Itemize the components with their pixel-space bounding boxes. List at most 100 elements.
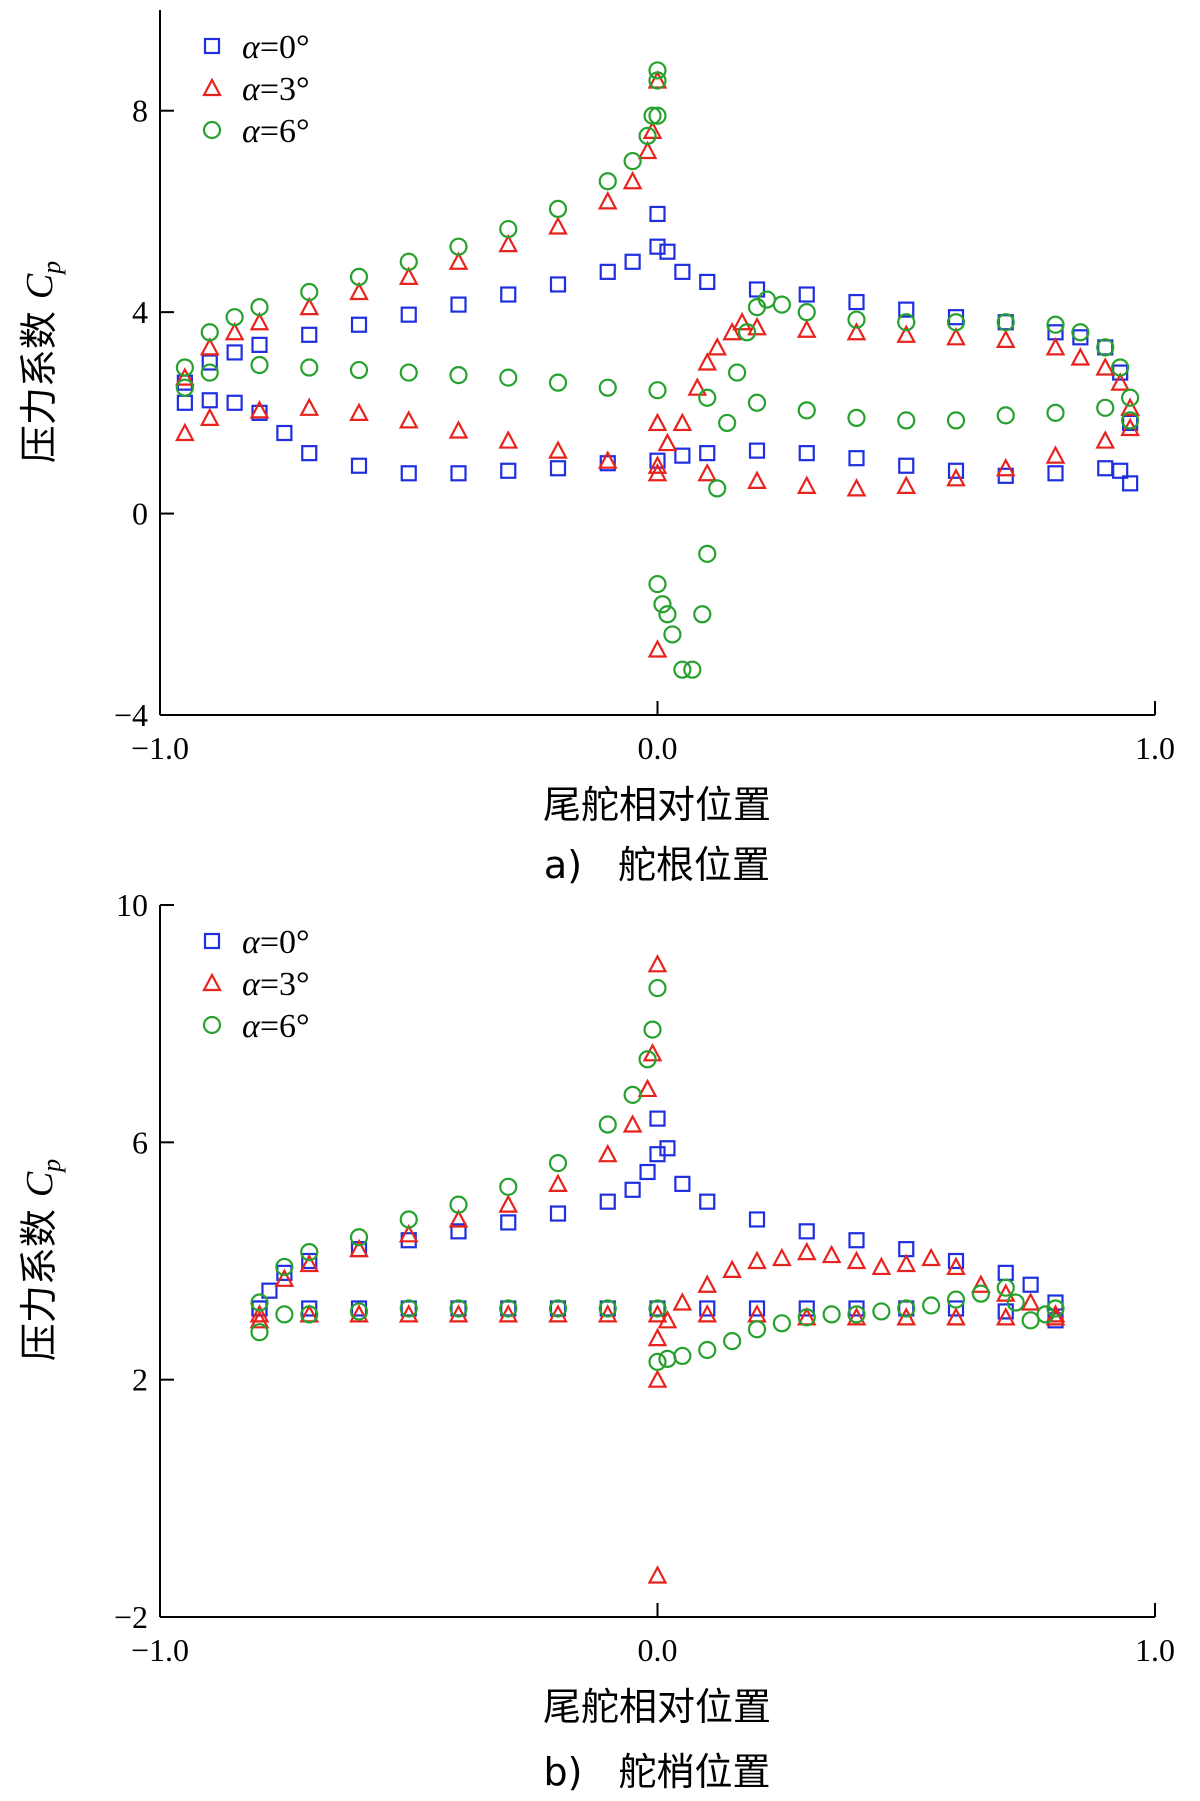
data-point (548, 199, 568, 219)
data-point (896, 475, 917, 494)
data-point (548, 440, 568, 459)
data-point (1111, 358, 1130, 377)
data-point (599, 1193, 616, 1210)
x-tick-label: 1.0 (1135, 730, 1175, 766)
data-point (1097, 460, 1114, 477)
data-point (748, 1211, 766, 1228)
data-point (647, 1327, 668, 1347)
data-point (1045, 445, 1066, 464)
data-point (699, 1193, 716, 1210)
data-point (499, 219, 518, 239)
data-point (747, 1250, 767, 1270)
data-point (1045, 1304, 1066, 1323)
legend-marker (202, 77, 222, 97)
legend-value: =0° (260, 29, 310, 66)
data-point (1110, 372, 1131, 391)
data-point (699, 273, 716, 291)
data-point (599, 455, 616, 472)
data-point (673, 1346, 692, 1366)
data-point (699, 1300, 716, 1317)
data-point (349, 267, 369, 286)
x-ticks: −1.0 0.0 1.0 (131, 701, 1175, 766)
data-point (639, 1163, 656, 1181)
data-point (748, 281, 766, 298)
data-point (598, 172, 617, 191)
data-point (1071, 323, 1090, 342)
legend-marker (203, 37, 221, 55)
data-point (448, 420, 469, 439)
data-point (649, 1110, 666, 1127)
data-point (747, 393, 767, 412)
data-point (946, 1256, 966, 1276)
data-point (659, 243, 676, 260)
data-point (200, 323, 219, 342)
data-point (251, 1300, 268, 1317)
data-point (597, 191, 618, 210)
x-tick-label: −1.0 (131, 1632, 189, 1668)
legend: α=0°α=3°α=6° (202, 29, 310, 150)
legend-label: α=0° (242, 29, 310, 66)
x-tick-label: 1.0 (1135, 1632, 1175, 1668)
y-tick-label: 6 (132, 1124, 148, 1160)
data-point (301, 445, 318, 462)
data-point (971, 1274, 991, 1293)
data-point (249, 311, 270, 331)
data-point (732, 311, 752, 331)
data-point (699, 445, 716, 462)
data-point (897, 411, 916, 430)
data-point (995, 1307, 1016, 1326)
data-point (647, 455, 668, 474)
data-point (299, 1253, 320, 1273)
data-point (176, 394, 193, 411)
data-point (300, 282, 319, 302)
data-point (299, 397, 320, 416)
data-point (947, 1300, 965, 1317)
chart-panel-b: −2 2 6 10 −1.0 0.0 1.0 压力系数Cp 尾舵相对位置 b) 舵梢位置 α… (17, 887, 1175, 1794)
data-point (622, 170, 643, 190)
data-point (549, 1205, 567, 1222)
legend-symbol: α (242, 924, 261, 961)
legend-label: α=3° (242, 966, 310, 1003)
data-point (722, 1259, 742, 1279)
series-circle (250, 978, 1065, 1371)
data-point (450, 1223, 467, 1240)
data-point (275, 1257, 294, 1277)
data-point (995, 457, 1016, 477)
legend-label: α=6° (242, 1008, 310, 1045)
data-point (175, 378, 194, 397)
data-point (450, 296, 467, 313)
legend: α=0°α=3°α=6° (202, 924, 310, 1045)
data-point (747, 1304, 767, 1323)
data-point (175, 367, 195, 386)
data-point (548, 1153, 568, 1173)
data-point (946, 1307, 966, 1326)
data-point (708, 479, 727, 498)
data-point (399, 252, 418, 271)
data-point (697, 1274, 718, 1293)
data-point (1095, 357, 1116, 376)
data-point (500, 462, 517, 479)
data-point (598, 378, 617, 397)
data-point (848, 1300, 865, 1317)
legend-value: =6° (260, 1008, 310, 1045)
legend-value: =6° (260, 113, 310, 150)
x-axis-title: 尾舵相对位置 (543, 1685, 771, 1729)
panel-caption: b) 舵梢位置 (544, 1750, 771, 1794)
data-point (398, 1223, 419, 1243)
data-point (224, 321, 245, 341)
data-point (653, 595, 672, 614)
data-point (747, 1320, 767, 1339)
panel-caption-text: 舵梢位置 (618, 1750, 770, 1794)
data-point (548, 1173, 568, 1192)
data-point (349, 1304, 369, 1323)
data-point (450, 465, 467, 482)
x-ticks: −1.0 0.0 1.0 (131, 1603, 1175, 1668)
data-point (1047, 465, 1064, 482)
data-point (871, 1256, 892, 1276)
data-point (648, 574, 667, 594)
data-point (698, 388, 717, 407)
data-point (647, 1369, 668, 1388)
data-point (663, 625, 682, 644)
data-point (548, 1299, 568, 1318)
data-point (398, 1304, 419, 1323)
